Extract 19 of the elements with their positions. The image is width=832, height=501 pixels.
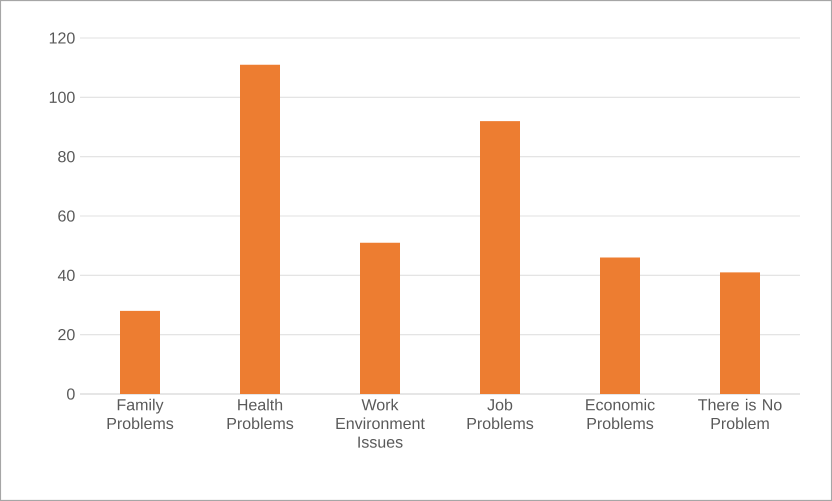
bar — [480, 121, 520, 394]
y-tick-label: 120 — [50, 32, 75, 44]
x-tick-label: Work Environment Issues — [336, 398, 425, 448]
x-tick-label: There is No Problem — [698, 398, 782, 430]
x-tick-label: Health Problems — [228, 398, 294, 430]
bar — [360, 242, 400, 394]
y-tick-label: 80 — [58, 151, 75, 162]
y-tick-label: 60 — [58, 210, 75, 222]
bar — [120, 310, 160, 394]
bar — [600, 258, 640, 394]
y-tick-label: 100 — [50, 92, 75, 103]
x-tick-label: Job Problems — [468, 398, 534, 430]
bar — [720, 272, 760, 394]
x-tick-label: Family Problems — [108, 398, 174, 430]
x-tick-label: Economic Problems — [586, 398, 655, 430]
bar — [240, 64, 280, 394]
y-tick-label: 20 — [58, 329, 75, 340]
y-tick-label: 40 — [58, 270, 75, 281]
y-tick-label: 0 — [67, 388, 75, 400]
